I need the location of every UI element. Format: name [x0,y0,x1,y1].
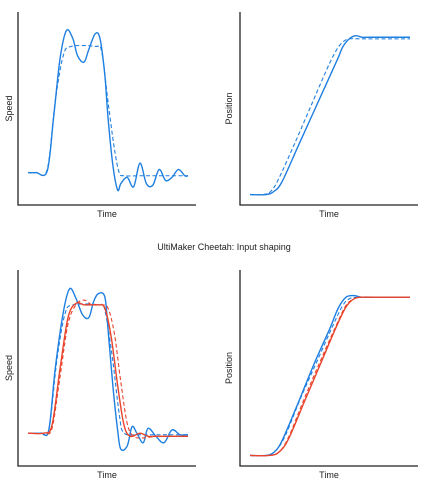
series-line-blue-solid [249,34,410,196]
axis-lines [17,12,196,206]
x-axis-label: Time [97,209,117,219]
chart-panel-1: Time Speed [4,12,196,219]
y-axis-label: Speed [4,95,14,121]
y-axis-label: Position [224,352,234,384]
series-line-red-solid [249,296,410,457]
chart-panel-4: Time Position [224,270,418,480]
y-axis-label: Speed [4,355,14,381]
series-line-blue-dashed [249,296,410,457]
chart-panel-3: Time Speed [4,270,196,480]
chart-panel-2: Time Position [224,12,418,219]
series-line-blue-solid [27,29,189,192]
y-axis-label: Position [224,92,234,124]
series-line-blue-dashed [27,44,188,177]
axis-lines [17,270,196,467]
axis-lines [239,270,418,467]
x-axis-label: Time [97,470,117,480]
x-axis-label: Time [319,209,339,219]
series-line-red-dashed [249,296,410,457]
x-axis-label: Time [319,470,339,480]
series-line-blue-solid [249,294,410,457]
series-line-blue-dashed [249,38,410,196]
series-line-red-solid [27,301,188,438]
figure-title: UltiMaker Cheetah: Input shaping [157,242,291,252]
series-line-blue-solid [27,287,189,452]
axis-lines [239,12,418,206]
series-line-red-dashed [27,299,188,439]
